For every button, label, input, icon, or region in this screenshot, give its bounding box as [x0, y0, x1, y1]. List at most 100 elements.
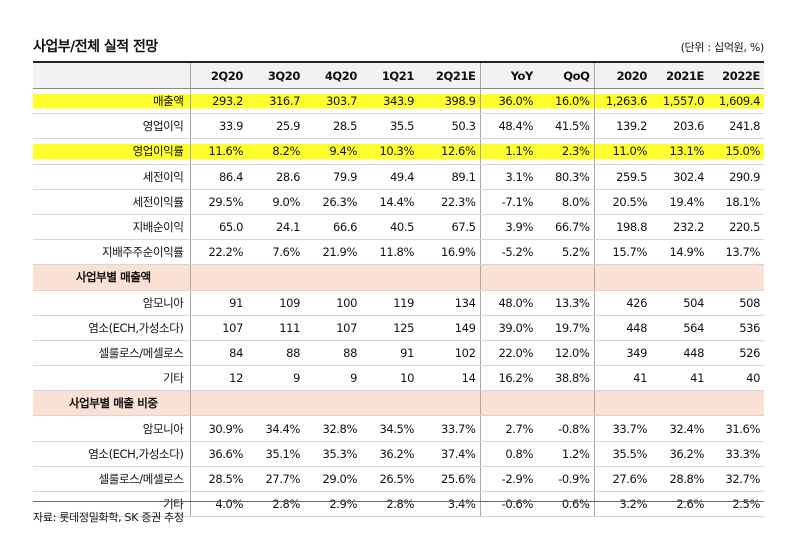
value-cell: 11.8% — [361, 239, 418, 266]
col-header: 2020 — [594, 63, 651, 89]
value-cell: 3.4% — [418, 491, 481, 518]
section-header-row: 사업부별 매출 비중 — [33, 390, 764, 417]
value-cell: 19.4% — [651, 189, 708, 215]
section-fill-cell — [418, 390, 481, 417]
value-cell: -0.8% — [537, 415, 595, 442]
unit-label: (단위 : 십억원, %) — [680, 41, 765, 54]
value-cell: 28.5 — [304, 113, 361, 140]
value-cell: 36.2% — [361, 441, 418, 467]
table-row: 영업이익률 11.6% 8.2% 9.4% 10.3% 12.6% 1.1% 2.3% 11.0… — [33, 138, 764, 165]
section-fill-cell — [651, 264, 708, 291]
row-label: 염소(ECH,가성소다) — [33, 315, 191, 341]
value-cell: 34.5% — [361, 415, 418, 442]
header-row: 2Q20 3Q20 4Q20 1Q21 2Q21E YoY QoQ 2020 2… — [33, 63, 764, 89]
section-fill-cell — [190, 264, 247, 291]
value-cell: 11.6% — [190, 138, 247, 165]
section-fill-cell — [361, 390, 418, 417]
value-cell: 139.2 — [594, 113, 651, 140]
table-row: 기타 4.0% 2.8% 2.9% 2.8% 3.4% -0.6% 0.6% 3.2% 2.6% 2… — [33, 491, 764, 518]
value-cell: 2.3% — [537, 138, 595, 165]
table-row: 암모니아 91 109 100 119 134 48.0% 13.3% 426 504 508 — [33, 290, 764, 316]
value-cell: 220.5 — [708, 214, 764, 241]
table-row: 셀룰로스/메셀로스 84 88 88 91 102 22.0% 12.0% 349 448 526 — [33, 340, 764, 367]
value-cell: 13.7% — [708, 239, 764, 266]
table-row: 염소(ECH,가성소다) 107 111 107 125 149 39.0% 19.7% 448… — [33, 315, 764, 341]
col-header: 3Q20 — [247, 63, 304, 89]
col-header: 2022E — [708, 63, 764, 89]
value-cell: 2.7% — [480, 415, 537, 442]
value-cell: 37.4% — [418, 441, 481, 467]
value-cell: 27.6% — [594, 466, 651, 493]
value-cell: 50.3 — [418, 113, 481, 140]
value-cell: 504 — [651, 290, 708, 316]
value-cell: -5.2% — [480, 239, 537, 266]
table-row: 세전이익률 29.5% 9.0% 26.3% 14.4% 22.3% -7.1% 8.0% 20… — [33, 189, 764, 215]
row-label: 매출액 — [33, 88, 191, 115]
value-cell: 12.0% — [537, 340, 595, 367]
table-row: 매출액 293.2 316.7 303.7 343.9 398.9 36.0% 16.0% 1,… — [33, 88, 764, 115]
value-cell: 41 — [594, 365, 651, 392]
value-cell: 66.7% — [537, 214, 595, 241]
value-cell: 1,609.4 — [708, 88, 764, 115]
col-header: 1Q21 — [361, 63, 418, 89]
value-cell: 10.3% — [361, 138, 418, 165]
value-cell: 41 — [651, 365, 708, 392]
section-fill-cell — [708, 264, 764, 291]
section-fill-cell — [361, 264, 418, 291]
section-fill-cell — [537, 264, 595, 291]
value-cell: 109 — [247, 290, 304, 316]
row-label: 암모니아 — [33, 415, 191, 442]
value-cell: 303.7 — [304, 88, 361, 115]
value-cell: 41.5% — [537, 113, 595, 140]
value-cell: -0.9% — [537, 466, 595, 493]
value-cell: 86.4 — [190, 164, 247, 190]
section-fill-cell — [247, 390, 304, 417]
value-cell: 2.8% — [361, 491, 418, 518]
value-cell: 302.4 — [651, 164, 708, 190]
earnings-forecast-table: 2Q20 3Q20 4Q20 1Q21 2Q21E YoY QoQ 2020 2… — [33, 63, 764, 518]
value-cell: 28.5% — [190, 466, 247, 493]
value-cell: 84 — [190, 340, 247, 367]
value-cell: 198.8 — [594, 214, 651, 241]
value-cell: 48.0% — [480, 290, 537, 316]
value-cell: 13.1% — [651, 138, 708, 165]
table-row: 지배주주순이익률 22.2% 7.6% 21.9% 11.8% 16.9% -5.2% 5.2… — [33, 239, 764, 266]
value-cell: 9.4% — [304, 138, 361, 165]
value-cell: 107 — [304, 315, 361, 341]
row-label: 기타 — [33, 491, 191, 518]
value-cell: 29.0% — [304, 466, 361, 493]
value-cell: 33.9 — [190, 113, 247, 140]
value-cell: 232.2 — [651, 214, 708, 241]
value-cell: 34.4% — [247, 415, 304, 442]
value-cell: 18.1% — [708, 189, 764, 215]
table-row: 지배순이익 65.0 24.1 66.6 40.5 67.5 3.9% 66.7% 198.8 2… — [33, 214, 764, 241]
value-cell: 35.5% — [594, 441, 651, 467]
row-label: 영업이익률 — [33, 138, 191, 165]
section-fill-cell — [247, 264, 304, 291]
value-cell: 12 — [190, 365, 247, 392]
header-label-cell — [33, 63, 191, 89]
value-cell: -0.6% — [480, 491, 537, 518]
value-cell: 33.7% — [594, 415, 651, 442]
value-cell: 11.0% — [594, 138, 651, 165]
value-cell: 39.0% — [480, 315, 537, 341]
value-cell: 564 — [651, 315, 708, 341]
row-label: 세전이익률 — [33, 189, 191, 215]
value-cell: 448 — [651, 340, 708, 367]
row-label: 기타 — [33, 365, 191, 392]
row-label: 영업이익 — [33, 113, 191, 140]
value-cell: 80.3% — [537, 164, 595, 190]
table-row: 영업이익 33.9 25.9 28.5 35.5 50.3 48.4% 41.5% 139.2 2… — [33, 113, 764, 140]
row-label: 암모니아 — [33, 290, 191, 316]
value-cell: 32.4% — [651, 415, 708, 442]
value-cell: 2.8% — [247, 491, 304, 518]
value-cell: 88 — [304, 340, 361, 367]
table-row: 염소(ECH,가성소다) 36.6% 35.1% 35.3% 36.2% 37.4% 0.8… — [33, 441, 764, 467]
value-cell: -7.1% — [480, 189, 537, 215]
top-rule — [33, 61, 764, 63]
value-cell: 31.6% — [708, 415, 764, 442]
table-row: 암모니아 30.9% 34.4% 32.8% 34.5% 33.7% 2.7% -0.8% 33… — [33, 415, 764, 442]
value-cell: 448 — [594, 315, 651, 341]
value-cell: 38.8% — [537, 365, 595, 392]
value-cell: 32.8% — [304, 415, 361, 442]
